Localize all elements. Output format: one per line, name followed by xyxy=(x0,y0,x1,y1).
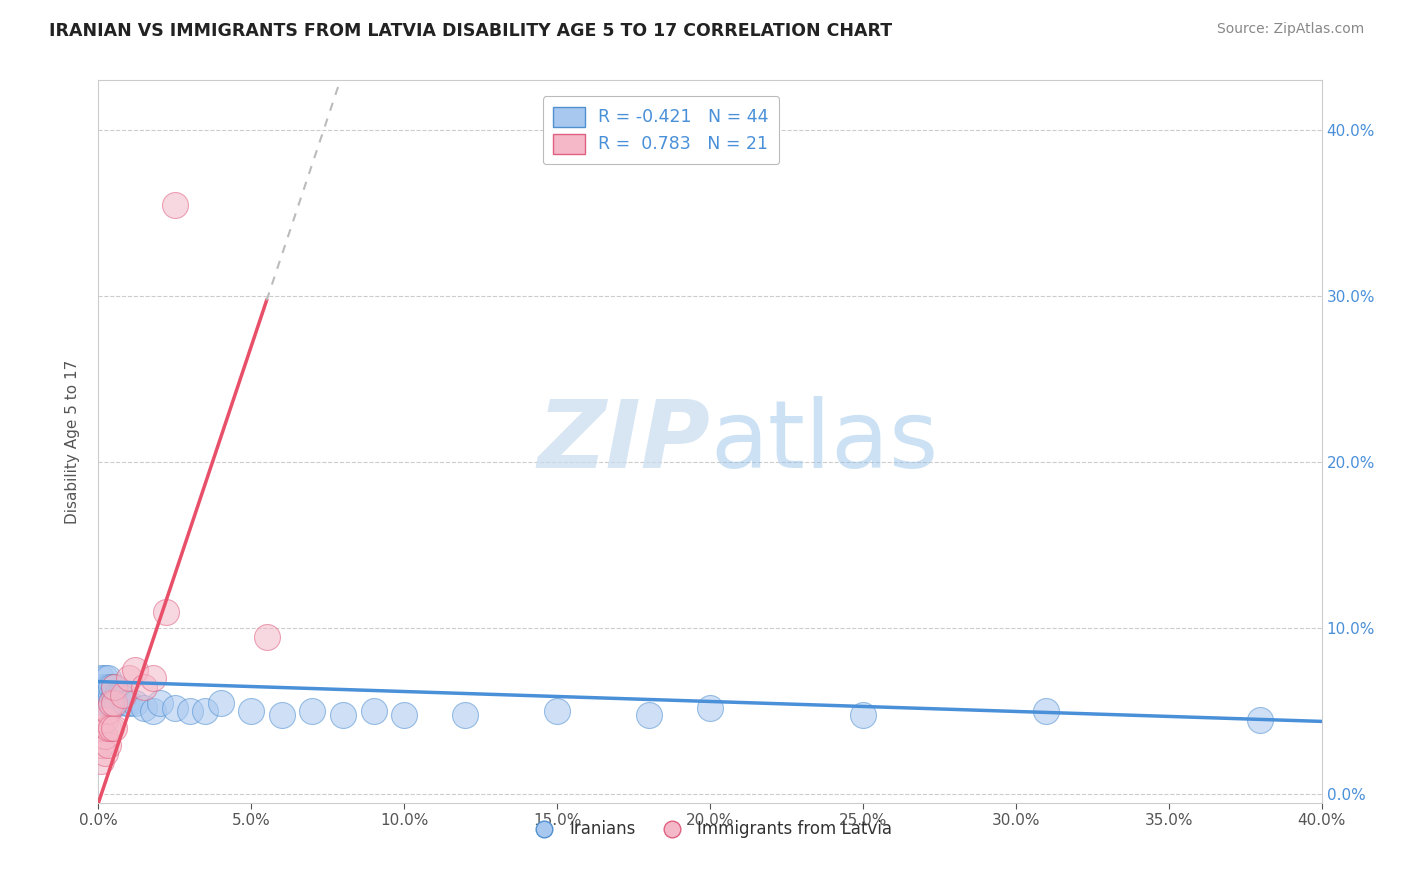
Point xyxy=(100,688,122,702)
Text: IRANIAN VS IMMIGRANTS FROM LATVIA DISABILITY AGE 5 TO 17 CORRELATION CHART: IRANIAN VS IMMIGRANTS FROM LATVIA DISABI… xyxy=(49,22,893,40)
Point xyxy=(90,754,112,768)
Point xyxy=(93,713,115,727)
Point xyxy=(118,696,141,710)
Point xyxy=(100,680,122,694)
Point xyxy=(111,688,134,702)
Y-axis label: Disability Age 5 to 17: Disability Age 5 to 17 xyxy=(65,359,80,524)
Point xyxy=(103,680,125,694)
Point xyxy=(699,701,721,715)
Point xyxy=(134,680,156,694)
Point xyxy=(270,707,292,722)
Point xyxy=(108,688,131,702)
Point xyxy=(1249,713,1271,727)
Point xyxy=(155,605,177,619)
Point xyxy=(852,707,875,722)
Point xyxy=(97,671,120,685)
Point xyxy=(93,671,115,685)
Point xyxy=(163,198,186,212)
Point xyxy=(118,671,141,685)
Point xyxy=(209,696,232,710)
Point xyxy=(97,721,120,735)
Text: Source: ZipAtlas.com: Source: ZipAtlas.com xyxy=(1216,22,1364,37)
Point xyxy=(90,721,112,735)
Point xyxy=(179,705,201,719)
Point xyxy=(115,696,138,710)
Point xyxy=(111,691,134,706)
Point xyxy=(97,680,120,694)
Point xyxy=(93,746,115,760)
Point xyxy=(124,696,146,710)
Point xyxy=(240,705,263,719)
Point xyxy=(90,680,112,694)
Point xyxy=(93,688,115,702)
Point xyxy=(90,738,112,752)
Point xyxy=(149,696,172,710)
Point xyxy=(97,696,120,710)
Point xyxy=(105,688,128,702)
Point xyxy=(142,671,165,685)
Point xyxy=(103,721,125,735)
Point xyxy=(90,671,112,685)
Point xyxy=(100,696,122,710)
Point xyxy=(256,630,278,644)
Point xyxy=(103,680,125,694)
Point xyxy=(142,705,165,719)
Point xyxy=(332,707,354,722)
Point xyxy=(97,688,120,702)
Point xyxy=(134,701,156,715)
Point xyxy=(103,696,125,710)
Point xyxy=(1035,705,1057,719)
Point xyxy=(103,696,125,710)
Point xyxy=(100,721,122,735)
Point xyxy=(100,696,122,710)
Point xyxy=(194,705,217,719)
Point xyxy=(637,707,661,722)
Point xyxy=(163,701,186,715)
Point xyxy=(93,680,115,694)
Text: atlas: atlas xyxy=(710,395,938,488)
Point xyxy=(93,696,115,710)
Point xyxy=(546,705,568,719)
Text: ZIP: ZIP xyxy=(537,395,710,488)
Point xyxy=(392,707,416,722)
Legend: Iranians, Immigrants from Latvia: Iranians, Immigrants from Latvia xyxy=(522,814,898,845)
Point xyxy=(97,705,120,719)
Point xyxy=(301,705,323,719)
Point xyxy=(124,663,146,677)
Point xyxy=(103,688,125,702)
Point xyxy=(105,696,128,710)
Point xyxy=(363,705,385,719)
Point xyxy=(454,707,477,722)
Point xyxy=(90,688,112,702)
Point xyxy=(97,738,120,752)
Point xyxy=(93,730,115,744)
